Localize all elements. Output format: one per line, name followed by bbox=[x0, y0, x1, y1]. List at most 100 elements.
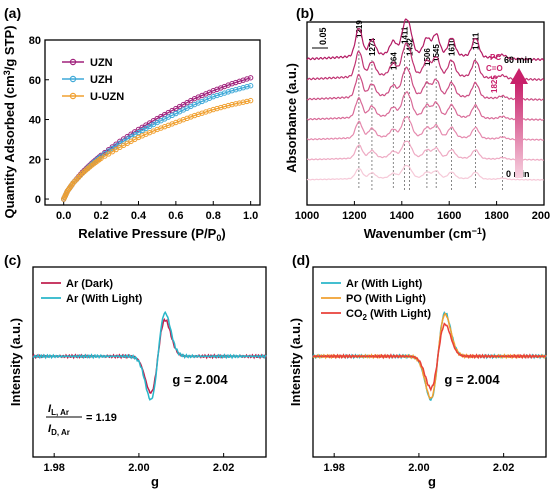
panel-a-label: (a) bbox=[4, 5, 21, 21]
ratio-value: = 1.19 bbox=[86, 412, 117, 424]
panel-c-label: (c) bbox=[4, 252, 21, 268]
epr-line bbox=[312, 322, 547, 392]
panel-a-ticks: 0.0 0.2 0.4 0.6 0.8 1.0 0 20 40 60 80 bbox=[29, 35, 259, 222]
panel-a-ytick-label: 60 bbox=[29, 75, 41, 87]
panel-d-xlabel: g bbox=[428, 474, 436, 489]
peak-label: 1711 bbox=[472, 32, 481, 50]
spectrum-line bbox=[306, 164, 544, 181]
series-line-u-uzn bbox=[63, 99, 251, 200]
peak-label: 1610 bbox=[448, 38, 457, 56]
epr-xtick-label: 1.98 bbox=[43, 462, 64, 474]
data-point bbox=[247, 75, 254, 81]
panel-b-curves bbox=[306, 18, 545, 181]
peak-label: 1545 bbox=[432, 44, 441, 62]
panel-c: (c) 1.98 2.00 2.02 Ar (Dark) Ar (With Light… bbox=[4, 252, 267, 489]
legend-label: Ar (Dark) bbox=[66, 278, 113, 290]
data-point bbox=[247, 97, 254, 104]
panel-a-xtick-label: 0.6 bbox=[168, 210, 183, 222]
panel-c-ticks: 1.98 2.00 2.02 bbox=[43, 453, 234, 474]
panel-b-frame bbox=[306, 21, 545, 206]
data-point bbox=[244, 98, 250, 105]
panel-c-ylabel: Intensity (a.u.) bbox=[8, 318, 23, 406]
legend-marker bbox=[69, 75, 77, 83]
panel-b-xlabel: Wavenumber (cm−1) bbox=[364, 226, 487, 241]
panel-a-ytick-label: 20 bbox=[29, 154, 41, 166]
legend-marker bbox=[69, 58, 77, 66]
data-point bbox=[247, 83, 254, 89]
data-point bbox=[232, 101, 239, 107]
panel-c-xlabel: g bbox=[151, 474, 159, 489]
legend-label: U-UZN bbox=[90, 91, 124, 103]
data-point bbox=[240, 99, 246, 105]
data-point bbox=[229, 101, 235, 108]
panel-d-legend: Ar (With Light) PO (With Light) CO2 (With … bbox=[321, 278, 431, 322]
panel-d-curves bbox=[312, 311, 547, 402]
panel-d-label: (d) bbox=[292, 252, 310, 268]
panel-c-legend: Ar (Dark) Ar (With Light) bbox=[41, 278, 143, 305]
panel-a-ytick-label: 80 bbox=[29, 35, 41, 47]
epr-xtick-label: 1.98 bbox=[323, 462, 344, 474]
legend-label: PO (With Light) bbox=[346, 293, 426, 305]
panel-a-xtick-label: 0.0 bbox=[56, 210, 71, 222]
peak-label: 1411 bbox=[400, 26, 409, 44]
panel-a-xtick-label: 0.2 bbox=[93, 210, 108, 222]
legend-label: UZH bbox=[90, 74, 113, 86]
spectrum-line bbox=[306, 66, 544, 101]
panel-d-ticks: 1.98 2.00 2.02 bbox=[323, 453, 514, 474]
data-point bbox=[236, 100, 243, 106]
ratio-denominator: ID, Ar bbox=[48, 423, 70, 437]
panel-a-xtick-label: 0.4 bbox=[131, 210, 147, 222]
panel-a-legend: UZN UZH U-UZN bbox=[62, 57, 124, 103]
panel-b-xtick-label: 1000 bbox=[295, 210, 319, 222]
panel-b-ylabel: Absorbance (a.u.) bbox=[284, 63, 299, 173]
panel-a-xtick-label: 1.0 bbox=[243, 210, 258, 222]
panel-a-ytick-label: 0 bbox=[35, 194, 41, 206]
panel-d-frame bbox=[312, 266, 547, 458]
panel-b-xtick-label: 1800 bbox=[484, 210, 508, 222]
ratio-numerator: IL, Ar bbox=[48, 403, 69, 417]
epr-line bbox=[32, 310, 267, 401]
panel-a: (a) 0.0 0.2 0.4 0.6 0.8 1.0 0 20 40 60 80 UZN UZH U-… bbox=[2, 5, 261, 243]
time-arrow bbox=[515, 82, 523, 178]
time-top-label: 60 min bbox=[504, 55, 533, 65]
panel-d: (d) 1.98 2.00 2.02 Ar (With Light) PO (With… bbox=[288, 252, 547, 489]
peak-label: 1364 bbox=[389, 52, 398, 70]
peak-label: 1506 bbox=[423, 48, 432, 66]
panel-d-g-value: g = 2.004 bbox=[444, 372, 500, 387]
pc-label: PC bbox=[490, 53, 501, 62]
panel-b-xtick-label: 1200 bbox=[342, 210, 366, 222]
legend-label: Ar (With Light) bbox=[66, 293, 143, 305]
panel-c-curves bbox=[32, 310, 267, 401]
spectrum-line bbox=[306, 91, 545, 121]
panel-b-annotations: 0.05 PC C=O 1825 60 min 0 min bbox=[312, 27, 533, 179]
panel-a-xlabel: Relative Pressure (P/P0) bbox=[78, 226, 225, 243]
panel-a-frame bbox=[44, 39, 261, 206]
panel-a-ylabel: Quantity Adsorbed (cm3/g STP) bbox=[2, 25, 17, 218]
legend-marker bbox=[69, 92, 77, 100]
legend-label: CO2 (With Light) bbox=[346, 308, 431, 322]
intensity-ratio: IL, Ar ID, Ar = 1.19 bbox=[46, 403, 117, 437]
panel-b-xtick-label: 1400 bbox=[390, 210, 414, 222]
peak-label: 1274 bbox=[368, 38, 377, 56]
pc-peak-label: 1825 bbox=[490, 75, 499, 93]
panel-a-ytick-label: 40 bbox=[29, 115, 41, 127]
legend-label: UZN bbox=[90, 57, 113, 69]
spectrum-line bbox=[306, 115, 545, 141]
epr-xtick-label: 2.02 bbox=[493, 462, 514, 474]
panel-c-g-value: g = 2.004 bbox=[172, 372, 228, 387]
panel-a-curves bbox=[60, 75, 254, 202]
panel-a-xtick-label: 0.8 bbox=[206, 210, 221, 222]
spectrum-line bbox=[306, 140, 544, 161]
panel-b-label: (b) bbox=[296, 5, 314, 21]
co-label: C=O bbox=[486, 64, 503, 73]
peak-label: 1432 bbox=[405, 38, 414, 56]
scale-bar-label: 0.05 bbox=[318, 27, 328, 45]
epr-xtick-label: 2.00 bbox=[408, 462, 429, 474]
panel-c-frame bbox=[32, 266, 267, 458]
spectrum-line bbox=[306, 18, 545, 62]
legend-label: Ar (With Light) bbox=[346, 278, 423, 290]
